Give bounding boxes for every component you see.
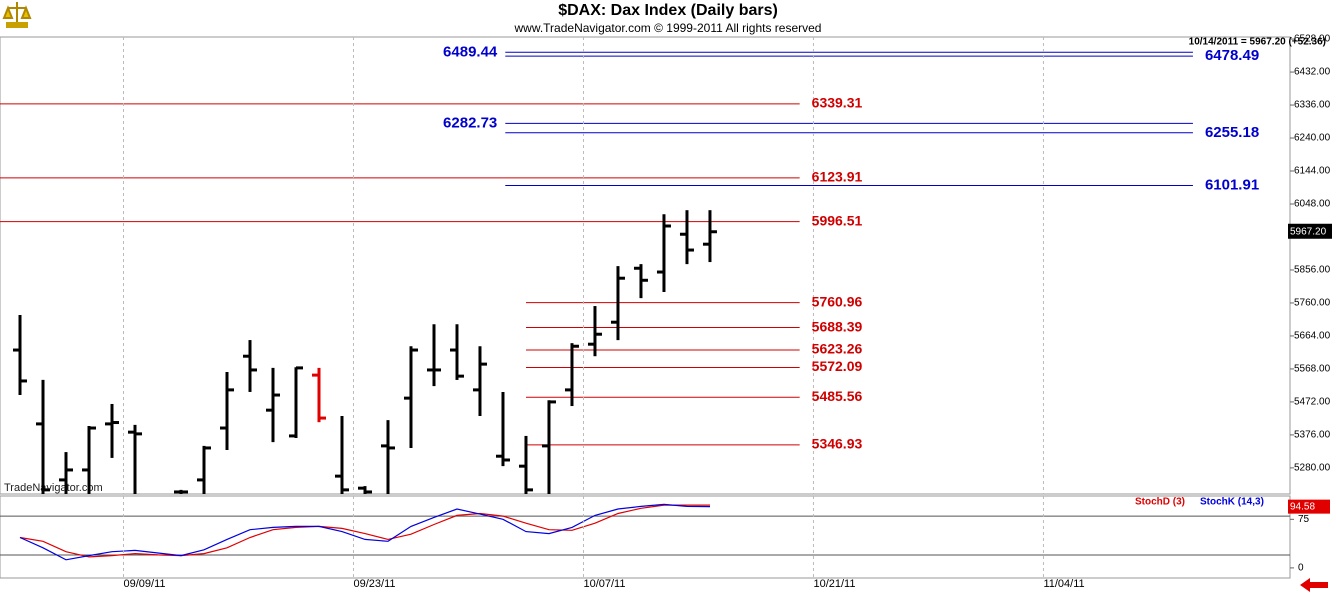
y-tick-label: 6144.00 <box>1294 166 1331 177</box>
y-tick-label: 5280.00 <box>1294 463 1331 474</box>
level-label: 5572.09 <box>812 358 863 374</box>
scroll-arrow[interactable] <box>1300 578 1328 592</box>
y-tick-label: 6528.00 <box>1294 34 1331 45</box>
level-label: 5760.96 <box>812 293 863 309</box>
chart-title: $DAX: Dax Index (Daily bars) <box>558 2 778 19</box>
y-tick-label: 75 <box>1298 514 1310 525</box>
y-tick-label: 6048.00 <box>1294 199 1331 210</box>
logo <box>2 2 32 28</box>
last-price-box <box>1288 223 1332 239</box>
stoch-panel <box>0 495 1291 579</box>
price-plot <box>0 51 1193 494</box>
legend-entry: StochK (14,3) <box>1200 497 1264 508</box>
x-tick-label: 11/04/11 <box>1043 578 1084 590</box>
y-tick-label: 0 <box>1298 563 1304 574</box>
level-label: 5623.26 <box>812 341 863 357</box>
y-tick-label: 6336.00 <box>1294 100 1331 111</box>
legend-entry: StochD (3) <box>1135 497 1185 508</box>
y-tick-label: 5760.00 <box>1294 298 1331 309</box>
stoch-plot <box>0 503 1290 561</box>
stoch-line <box>19 503 711 561</box>
x-tick-label: 09/23/11 <box>353 578 395 590</box>
level-label: 6123.91 <box>812 169 863 185</box>
x-tick-label: 09/09/11 <box>124 578 166 590</box>
level-label: 6478.49 <box>1205 47 1259 64</box>
x-tick-label: 10/21/11 <box>813 578 855 590</box>
last-value-label: 94.58 <box>1290 501 1315 512</box>
stoch-line <box>19 504 710 558</box>
last-value-box <box>1288 499 1330 514</box>
y-tick-label: 6240.00 <box>1294 133 1331 144</box>
price-panel <box>0 36 1291 495</box>
level-label: 6255.18 <box>1205 124 1259 141</box>
y-tick-label: 5568.00 <box>1294 364 1331 375</box>
y-tick-label: 5472.00 <box>1294 397 1331 408</box>
y-tick-label: 5856.00 <box>1294 265 1331 276</box>
y-tick-label: 6432.00 <box>1294 67 1331 78</box>
chart-subtitle: www.TradeNavigator.com © 1999-2011 All r… <box>514 21 822 35</box>
level-label: 5346.93 <box>812 436 863 452</box>
y-tick-label: 5664.00 <box>1294 331 1331 342</box>
level-label: 6282.73 <box>443 114 497 131</box>
last-price-label: 5967.20 <box>1290 226 1327 237</box>
level-label: 6489.44 <box>443 43 498 60</box>
y-tick-label: 5376.00 <box>1294 430 1331 441</box>
level-label: 5996.51 <box>812 212 863 228</box>
level-label: 5485.56 <box>812 388 863 404</box>
x-tick-label: 10/07/11 <box>583 578 625 590</box>
watermark: TradeNavigator.com <box>4 482 103 494</box>
level-label: 6339.31 <box>812 95 863 111</box>
overlay: 09/09/11 09/23/11 10/07/11 10/21/11 11/04/11… <box>123 34 1332 590</box>
level-label: 6101.91 <box>1205 176 1259 193</box>
info-text: 10/14/2011 = 5967.20 (+52.36) <box>1189 37 1326 48</box>
level-label: 5688.39 <box>812 318 863 334</box>
